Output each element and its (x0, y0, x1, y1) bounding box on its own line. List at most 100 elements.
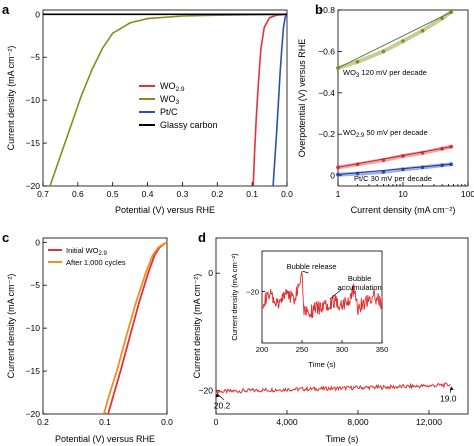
a-xtick-label: 0.4 (142, 189, 154, 199)
b-xtick-label: 10 (398, 189, 408, 199)
panel-a-frame (42, 9, 288, 187)
panel-c: c 0.2 0.1 0.0 0 −5 −10 −15 −20 Potential (V) ve… (2, 230, 173, 444)
b-ytick-label: −0.2 (318, 129, 335, 139)
a-legend-label-1: WO3 (160, 94, 180, 106)
b-series-point-1 (449, 144, 453, 149)
inset-series (261, 271, 383, 319)
wo3-rest: 120 mV per decade (359, 68, 427, 77)
b-fit-line-0 (337, 11, 452, 69)
b-xtick-label: 100 (461, 189, 474, 199)
c-ytick-label: −5 (30, 280, 40, 290)
panel-a-label: a (2, 2, 10, 17)
b-fit-line-2 (337, 163, 452, 176)
d-ytick-label: 0 (208, 268, 213, 278)
b-series-point-0 (449, 10, 453, 14)
c-xtick-label: 0.0 (161, 417, 173, 427)
b-series-point-2 (381, 170, 386, 174)
a-xtick-label: 0.2 (211, 189, 223, 199)
a-xtick-label: 0.3 (177, 189, 189, 199)
c-xtick-label: 0.2 (37, 417, 49, 427)
inset-ylabel: Current density (mA cm⁻²) (230, 253, 239, 341)
panel-d-ticks: 0 4,000 8,000 12,000 0 −20 (199, 268, 443, 427)
panel-b-annotation-wo3: WO3 120 mV per decade (343, 68, 427, 79)
a-xtick-label: 0.0 (281, 189, 293, 199)
b-ytick-label: −0.8 (318, 5, 335, 15)
a-series-line-2 (272, 13, 288, 187)
wo3-sub: 3 (356, 73, 360, 79)
wo3-main: WO (343, 68, 356, 77)
d-annotation-arrowhead (215, 393, 220, 398)
a-xtick-label: 0.1 (246, 189, 258, 199)
b-series-point-0 (381, 49, 386, 54)
inset-xtick-label: 250 (296, 345, 309, 354)
panel-c-label: c (2, 230, 9, 245)
wo29-main: WO (343, 128, 356, 137)
d-annotation-label: 20.2 (214, 401, 231, 411)
d-ytick-label: −20 (199, 386, 214, 396)
panel-d-inset: 200 250 300 350 −20 Time (s) Current density… (230, 250, 389, 369)
a-xtick-label: 0.6 (72, 189, 84, 199)
inset-annotation-release-arrow (302, 270, 309, 274)
d-annotation-arrowhead (449, 386, 454, 391)
panel-d-label: d (198, 230, 206, 245)
a-ytick-label: −5 (30, 52, 40, 62)
b-xtick-label: 1 (336, 189, 341, 199)
c-ytick-label: −20 (26, 409, 41, 419)
panel-d-series (215, 382, 451, 396)
inset-series-line-0 (261, 271, 383, 319)
inset-xtick-label: 200 (256, 345, 269, 354)
panel-b-frame (337, 9, 469, 187)
c-legend-label-main: Initial WO (66, 246, 99, 255)
a-legend-label-0: WO2.9 (160, 81, 185, 93)
d-annotation-label: 19.0 (440, 394, 457, 404)
c-xtick-label: 0.1 (99, 417, 111, 427)
c-legend-label-0: Initial WO2.9 (66, 246, 108, 257)
b-ytick-label: 0 (330, 171, 335, 181)
c-series-line-1 (102, 241, 168, 415)
a-legend-label-sub: 3 (176, 99, 180, 106)
panel-b-ylabel: Overpotential (V) versus RHE (297, 39, 307, 158)
b-series-point-0 (420, 28, 425, 33)
inset-annotation-release: Bubble release (287, 262, 337, 271)
panel-c-ticks: 0.2 0.1 0.0 0 −5 −10 −15 −20 (26, 237, 174, 427)
d-xtick-label: 4,000 (276, 417, 298, 427)
d-xtick-label: 8,000 (347, 417, 369, 427)
panel-d-xlabel: Time (s) (326, 434, 359, 444)
a-xtick-label: 0.7 (37, 189, 49, 199)
inset-ytick-label: −20 (246, 287, 259, 296)
panel-b-label: b (315, 2, 323, 17)
a-legend-label-2: Pt/C (160, 107, 178, 117)
panel-a-series (43, 13, 288, 187)
panel-a-xlabel: Potential (V) versus RHE (115, 205, 215, 215)
panel-c-series (102, 241, 168, 415)
panel-a-ylabel: Current density (mA cm⁻²) (6, 46, 16, 151)
inset-annotation-accum-arrow (329, 288, 343, 300)
d-xtick-label: 0 (214, 417, 219, 427)
d-xtick-label: 12,000 (416, 417, 442, 427)
c-ytick-label: −10 (26, 323, 41, 333)
panel-d-annotations: 20.2 19.0 (214, 386, 457, 411)
c-ytick-label: −15 (26, 366, 41, 376)
inset-xtick-label: 350 (376, 345, 389, 354)
a-legend-label-main: Glassy carbon (160, 120, 218, 130)
panel-b-series (336, 10, 454, 177)
b-ytick-label: −0.6 (318, 46, 335, 56)
a-series-line-0 (252, 13, 288, 187)
a-legend-label-main: WO (160, 81, 176, 91)
b-fit-line-1 (337, 146, 452, 168)
panel-d: d 0 4,000 8,000 12,000 0 −20 Time (s) Current… (192, 230, 469, 444)
panel-c-xlabel: Potential (V) versus RHE (55, 434, 155, 444)
b-series-point-0 (401, 39, 405, 43)
panel-c-ylabel: Current density (mA cm⁻²) (6, 274, 16, 379)
panel-b-ticks: 1 10 100 −0.8 −0.6 −0.4 −0.2 0 (318, 5, 474, 199)
a-series-line-1 (49, 13, 288, 187)
b-series-point-2 (449, 162, 453, 167)
c-legend-label-1: After 1,000 cycles (66, 258, 126, 267)
panel-a: a 0.7 0.6 0.5 0.4 0.3 0.2 0.1 0.0 0 −5 −10 −15 −20 P… (2, 2, 293, 215)
panel-d-ylabel: Current density (mA cm⁻²) (192, 274, 202, 379)
panel-b-annotation-wo29: WO2.9 50 mV per decade (343, 128, 428, 139)
wo29-sub: 2.9 (356, 133, 365, 139)
panel-b-annotation-ptc: Pt/C 30 mV per decade (354, 174, 432, 183)
